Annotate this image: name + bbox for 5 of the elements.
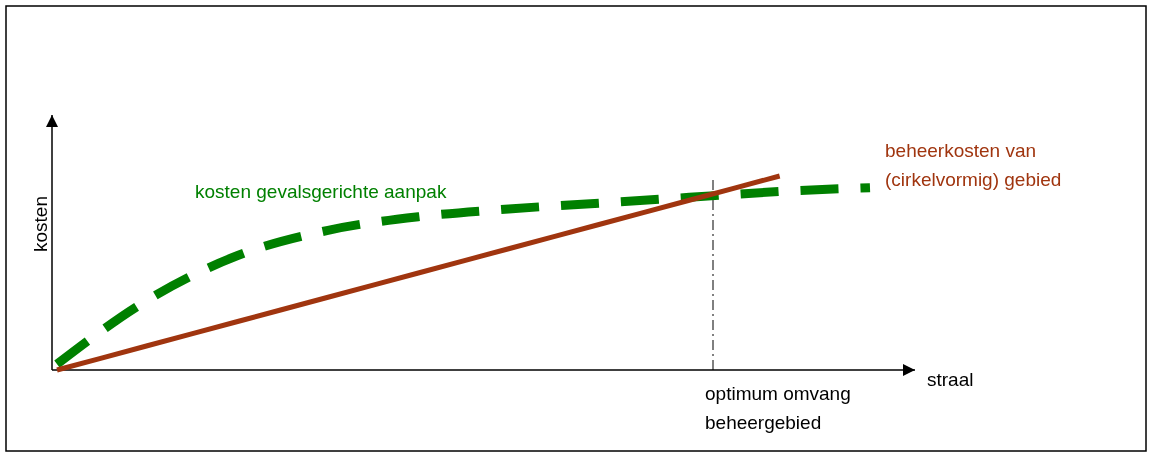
y-axis-title: kosten xyxy=(30,196,51,252)
series-label: kosten gevalsgerichte aanpak xyxy=(195,181,447,202)
x-axis-title: straal xyxy=(927,369,974,390)
text: beheerkosten van (cirkelvormig) gebied xyxy=(885,140,1062,191)
text: optimum omvang beheergebied xyxy=(705,383,851,434)
